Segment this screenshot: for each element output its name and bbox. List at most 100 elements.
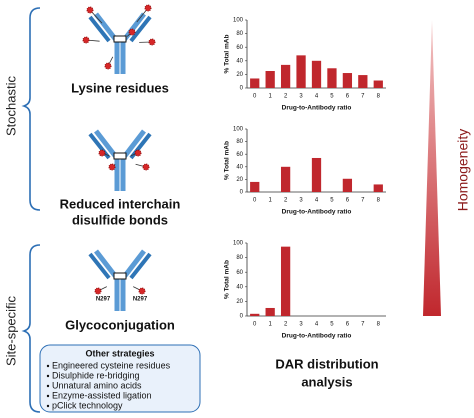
bar [373,80,383,88]
x-axis-label: Drug-to-Antibody ratio [282,333,352,340]
bar [342,73,353,88]
drug [128,28,136,36]
antibody [122,129,146,159]
hinge [113,35,127,43]
y-axis-label: % Total mAb [224,260,231,299]
x-tick-label: 3 [299,94,303,100]
x-tick-label: 0 [253,322,257,328]
bar [250,313,260,316]
gradient-label: Homogeneity [455,129,471,212]
x-tick-label: 6 [346,198,350,204]
x-tick-label: 3 [299,322,303,328]
antibody [88,15,111,43]
bar [280,64,291,88]
strategy-item: Engineered cysteine residues [52,360,171,370]
hinge [113,152,127,160]
y-tick-label: 20 [236,72,243,78]
bar [342,178,353,192]
antibody [122,12,146,42]
strategy-item: Unnatural amino acids [52,380,142,390]
y-tick-label: 20 [236,177,243,183]
group-label: Site-specific [3,295,18,366]
y-tick-label: 100 [233,18,244,24]
y-tick-label: 60 [236,152,243,158]
x-tick-label: 2 [284,198,288,204]
y-axis-label: % Total mAb [224,35,231,74]
antibody [88,132,111,160]
brace [21,244,41,413]
x-tick-label: 8 [377,198,381,204]
bar [311,157,322,192]
method-label: Lysine residues [71,80,169,95]
bullet [46,394,50,398]
analysis-label: analysis [301,374,352,389]
analysis-label: DAR distribution [275,356,378,371]
antibody [129,132,152,160]
drug [94,287,102,295]
bullet [46,364,50,368]
y-axis-label: % Total mAb [224,141,231,180]
method-label: disulfide bonds [72,212,168,227]
strategies-title: Other strategies [85,348,154,358]
bar [250,78,260,88]
y-tick-label: 40 [236,58,243,64]
x-tick-label: 6 [346,94,350,100]
x-axis-label: Drug-to-Antibody ratio [282,105,352,112]
bar [280,166,291,192]
method-label: Reduced interchain [60,196,181,211]
x-tick-label: 4 [315,198,319,204]
x-tick-label: 2 [284,94,288,100]
drug [142,163,150,171]
x-tick-label: 7 [361,94,365,100]
drug [108,163,116,171]
antibody [129,252,152,280]
x-tick-label: 1 [268,198,272,204]
x-tick-label: 4 [315,94,319,100]
x-tick-label: 1 [268,94,272,100]
bar [265,307,275,316]
x-tick-label: 3 [299,198,303,204]
bar [296,55,306,88]
bar [311,60,322,88]
drug [86,6,94,14]
x-tick-label: 2 [284,322,288,328]
antibody [129,15,152,43]
y-tick-label: 80 [236,139,243,145]
y-tick-label: 0 [240,86,244,92]
x-tick-label: 6 [346,322,350,328]
y-tick-label: 40 [236,284,243,290]
x-tick-label: 7 [361,198,365,204]
y-tick-label: 80 [236,31,243,37]
bar [265,71,275,88]
x-tick-label: 0 [253,94,257,100]
bar [280,246,291,316]
y-tick-label: 60 [236,45,243,51]
strategies-box [39,344,201,413]
antibody [122,249,146,279]
y-tick-label: 20 [236,299,243,305]
x-tick-label: 8 [377,322,381,328]
hinge [113,272,127,280]
strategy-item: pClick technology [52,400,123,410]
method-label: Glycoconjugation [65,317,175,332]
x-tick-label: 0 [253,198,257,204]
bar [250,181,260,192]
homogeneity-triangle [423,20,441,316]
y-tick-label: 0 [240,314,244,320]
drug [98,149,106,157]
x-tick-label: 8 [377,94,381,100]
strategy-item: Enzyme-assisted ligation [52,390,152,400]
bullet [46,384,50,388]
drug [148,38,156,46]
y-tick-label: 100 [233,241,244,247]
y-tick-label: 80 [236,255,243,261]
y-tick-label: 60 [236,270,243,276]
x-tick-label: 4 [315,322,319,328]
x-tick-label: 5 [330,94,334,100]
x-tick-label: 5 [330,322,334,328]
bullet [46,404,50,408]
bar [358,75,368,88]
x-tick-label: 5 [330,198,334,204]
strategy-item: Disulphide re-bridging [52,370,140,380]
